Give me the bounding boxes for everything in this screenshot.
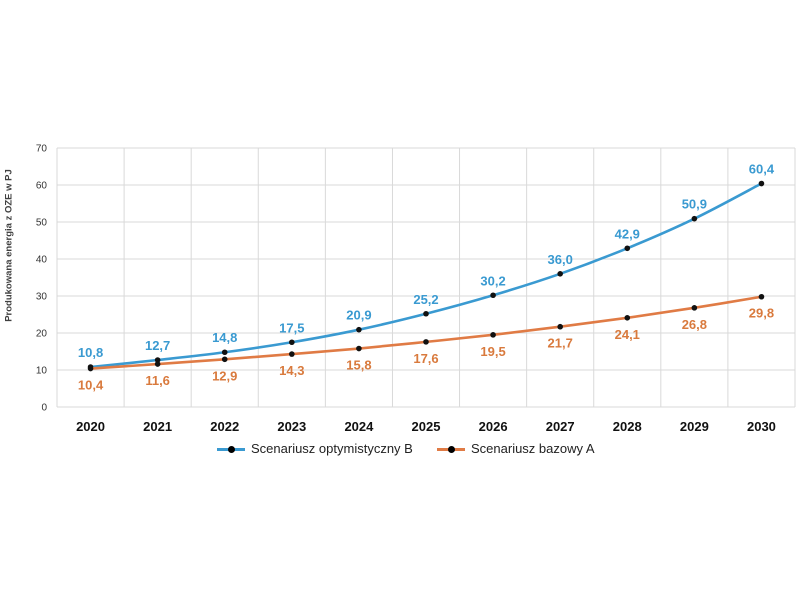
- data-label-base: 21,7: [548, 336, 573, 351]
- legend: Scenariusz optymistyczny B Scenariusz ba…: [0, 441, 800, 461]
- data-label-optimistic: 36,0: [548, 252, 573, 267]
- legend-item-base: Scenariusz bazowy A: [437, 441, 595, 456]
- data-label-optimistic: 42,9: [615, 226, 640, 241]
- x-tick-label: 2026: [479, 419, 508, 434]
- data-point-base: [87, 365, 94, 372]
- legend-item-optimistic: Scenariusz optymistyczny B: [217, 441, 413, 456]
- data-point-optimistic: [624, 245, 631, 252]
- x-tick-label: 2028: [613, 419, 642, 434]
- data-point-optimistic: [221, 349, 228, 356]
- data-point-optimistic: [289, 339, 295, 346]
- legend-label-optimistic: Scenariusz optymistyczny B: [251, 441, 413, 456]
- data-label-base: 19,5: [480, 344, 505, 359]
- data-label-optimistic: 12,7: [145, 338, 170, 353]
- data-point-base: [423, 339, 429, 345]
- data-label-optimistic: 60,4: [749, 162, 775, 177]
- data-label-optimistic: 17,5: [279, 320, 304, 335]
- data-label-optimistic: 10,8: [78, 345, 103, 360]
- data-label-optimistic: 30,2: [480, 273, 505, 288]
- x-tick-label: 2021: [143, 419, 172, 434]
- data-point-optimistic: [423, 310, 429, 317]
- data-label-base: 14,3: [279, 363, 304, 378]
- data-point-base: [154, 361, 161, 367]
- data-label-optimistic: 14,8: [212, 330, 237, 345]
- data-label-base: 15,8: [346, 358, 371, 373]
- data-point-base: [356, 345, 362, 352]
- data-point-base: [557, 323, 563, 330]
- data-label-base: 29,8: [749, 306, 774, 321]
- legend-swatch-optimistic: [217, 443, 245, 455]
- y-tick-label: 40: [36, 255, 48, 266]
- data-label-base: 24,1: [615, 327, 640, 342]
- y-tick-label: 50: [36, 218, 48, 229]
- y-tick-label: 60: [36, 181, 48, 192]
- x-tick-label: 2023: [277, 419, 306, 434]
- x-tick-label: 2027: [546, 419, 575, 434]
- y-tick-label: 20: [36, 329, 48, 340]
- x-tick-label: 2029: [680, 419, 709, 434]
- data-label-optimistic: 50,9: [682, 197, 707, 212]
- data-point-optimistic: [154, 357, 161, 363]
- data-point-base: [691, 305, 698, 311]
- data-label-base: 10,4: [78, 378, 104, 393]
- data-point-optimistic: [691, 215, 698, 222]
- data-point-base: [289, 351, 295, 357]
- y-axis-label-wrap: Produkowana energia z OZE w PJ: [4, 169, 27, 322]
- data-point-optimistic: [557, 271, 563, 277]
- y-axis-label: Produkowana energia z OZE w PJ: [3, 169, 15, 322]
- y-tick-label: 0: [41, 403, 47, 414]
- data-point-base: [624, 315, 631, 321]
- y-tick-label: 30: [36, 292, 48, 303]
- data-point-optimistic: [490, 292, 496, 299]
- legend-swatch-base: [437, 443, 465, 455]
- data-point-optimistic: [758, 180, 765, 187]
- y-tick-label: 70: [36, 144, 48, 155]
- y-tick-label: 10: [36, 366, 48, 377]
- x-tick-label: 2020: [76, 419, 105, 434]
- x-tick-label: 2022: [210, 419, 239, 434]
- data-point-base: [758, 293, 765, 300]
- data-label-base: 17,6: [413, 351, 438, 366]
- data-label-optimistic: 20,9: [346, 308, 371, 323]
- x-tick-label: 2030: [747, 419, 776, 434]
- data-label-base: 26,8: [682, 317, 707, 332]
- data-label-base: 11,6: [145, 373, 170, 388]
- x-tick-label: 2025: [412, 419, 441, 434]
- data-point-base: [490, 332, 496, 338]
- data-label-optimistic: 25,2: [413, 292, 438, 307]
- data-point-base: [221, 356, 228, 363]
- data-point-optimistic: [356, 326, 362, 333]
- legend-label-base: Scenariusz bazowy A: [471, 441, 595, 456]
- x-tick-label: 2024: [344, 419, 374, 434]
- data-label-base: 12,9: [212, 368, 237, 383]
